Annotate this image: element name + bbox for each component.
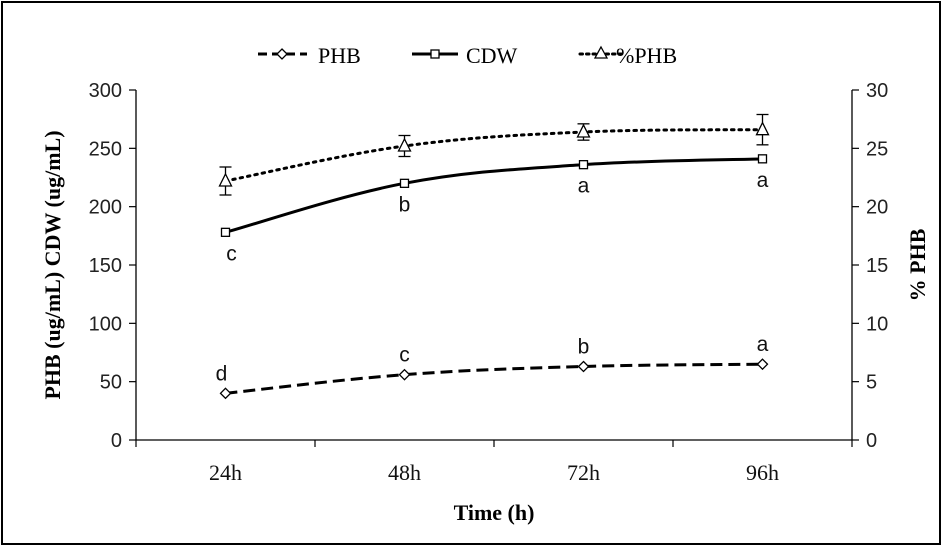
legend-item-phb: PHB bbox=[258, 43, 361, 68]
significance-letter: c bbox=[399, 344, 410, 367]
data-point bbox=[397, 137, 412, 152]
y-tick-label-right: 15 bbox=[866, 255, 888, 277]
series-layer: d c b a c b a a bbox=[216, 113, 770, 400]
data-point bbox=[399, 178, 410, 188]
y-ticks-right: 0 5 10 15 20 25 30 bbox=[852, 80, 888, 452]
data-point bbox=[755, 121, 770, 136]
data-point bbox=[218, 172, 233, 187]
y-tick-label-right: 5 bbox=[866, 372, 877, 394]
legend-label-pct-phb: %PHB bbox=[616, 43, 677, 68]
y-tick-label-left: 0 bbox=[111, 430, 122, 452]
significance-letter: a bbox=[578, 175, 590, 198]
y-tick-label-left: 250 bbox=[89, 138, 122, 160]
x-tick-label: 96h bbox=[746, 460, 779, 485]
significance-letter: a bbox=[757, 169, 769, 192]
series-line bbox=[224, 128, 764, 183]
legend-label-phb: PHB bbox=[318, 43, 361, 68]
y-ticks-left: 0 50 100 150 200 250 300 bbox=[89, 80, 136, 452]
legend-item-pct-phb: %PHB bbox=[578, 43, 677, 68]
y-tick-label-right: 25 bbox=[866, 138, 888, 160]
significance-letter: b bbox=[399, 193, 411, 216]
series-cdw: c b a a bbox=[220, 154, 769, 265]
significance-letter: c bbox=[226, 242, 237, 265]
x-tick-label: 48h bbox=[388, 460, 421, 485]
data-point bbox=[577, 360, 590, 373]
data-point bbox=[220, 227, 231, 237]
legend-marker-cdw bbox=[430, 49, 440, 59]
significance-letter: d bbox=[216, 362, 228, 385]
y-tick-label-left: 100 bbox=[89, 313, 122, 335]
legend-marker-phb bbox=[276, 48, 288, 60]
x-tick-label: 24h bbox=[209, 460, 242, 485]
data-point bbox=[398, 368, 411, 381]
series-line bbox=[225, 157, 763, 234]
y-tick-label-right: 10 bbox=[866, 313, 888, 335]
data-point bbox=[578, 160, 589, 170]
significance-letter: b bbox=[578, 336, 590, 359]
data-point bbox=[756, 358, 769, 371]
legend-label-cdw: CDW bbox=[466, 43, 518, 68]
y-tick-label-left: 200 bbox=[89, 197, 122, 219]
y-axis-title-left: PHB (ug/mL) CDW (ug/mL) bbox=[40, 130, 65, 399]
series-phb: d c b a bbox=[216, 333, 769, 400]
legend-item-cdw: CDW bbox=[412, 43, 518, 68]
x-tick-label: 72h bbox=[567, 460, 600, 485]
y-axis-title-right: % PHB bbox=[905, 228, 930, 301]
y-tick-label-right: 0 bbox=[866, 430, 877, 452]
data-point bbox=[219, 387, 232, 400]
x-axis-title: Time (h) bbox=[454, 500, 535, 525]
y-tick-label-left: 300 bbox=[89, 80, 122, 102]
data-point bbox=[757, 154, 768, 164]
y-tick-label-left: 50 bbox=[100, 372, 122, 394]
data-point bbox=[576, 123, 591, 138]
series-pct-phb bbox=[218, 113, 770, 196]
legend-marker-pct-phb bbox=[593, 45, 609, 59]
series-line bbox=[225, 362, 763, 395]
significance-letter: a bbox=[757, 333, 769, 356]
x-ticks: 24h 48h 72h 96h bbox=[135, 440, 853, 485]
legend: PHB CDW %PHB bbox=[258, 43, 677, 68]
y-tick-label-left: 150 bbox=[89, 255, 122, 277]
y-tick-label-right: 30 bbox=[866, 80, 888, 102]
y-tick-label-right: 20 bbox=[866, 197, 888, 219]
